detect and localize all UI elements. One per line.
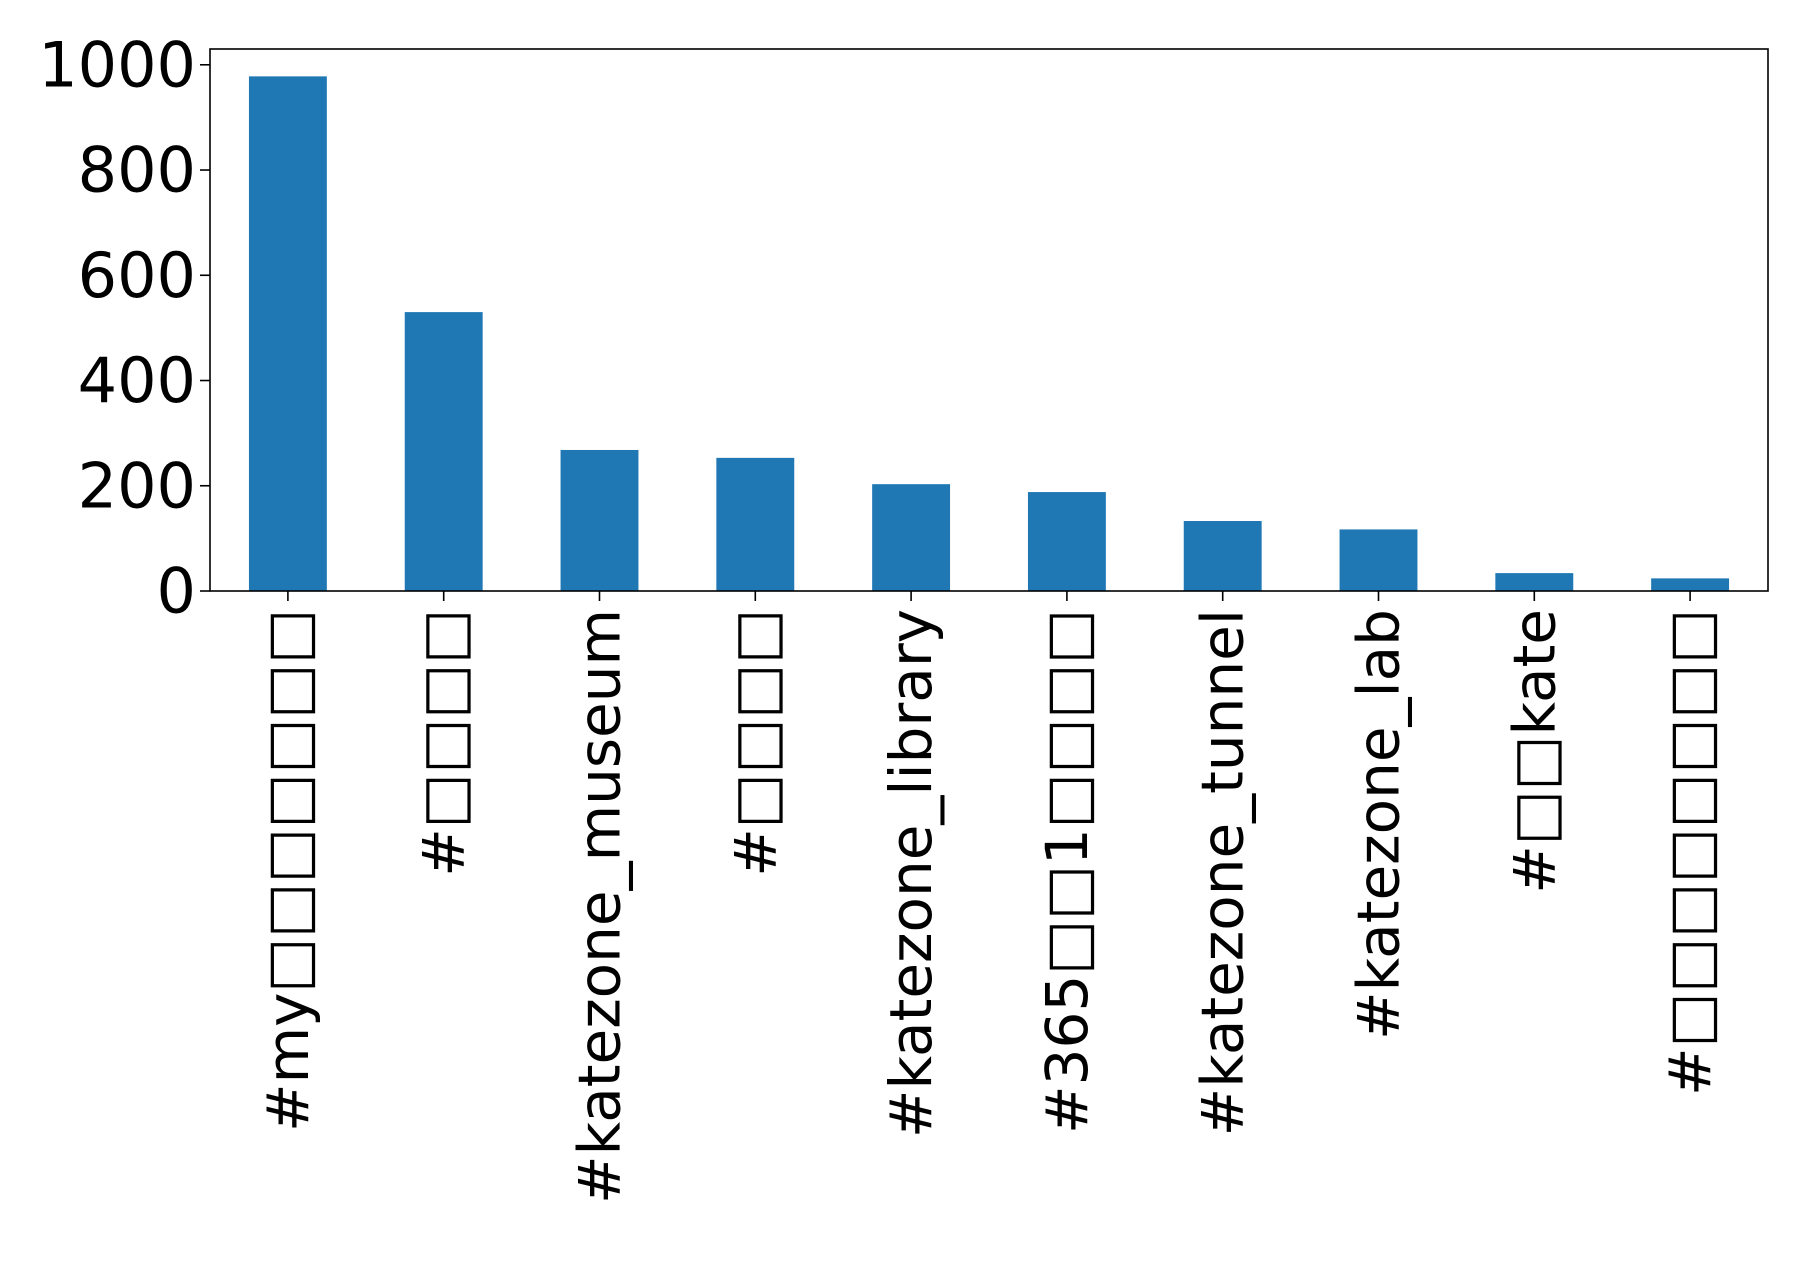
x-tick-label-9: #□□kate [1500, 609, 1568, 894]
y-axis: 0 200 400 600 800 1000 [38, 28, 210, 628]
bar-3 [560, 449, 639, 591]
x-tick-label-4: #□□□□ [721, 609, 789, 877]
bar-8 [1339, 529, 1418, 591]
y-tick-label-2: 200 [78, 449, 196, 522]
x-tick-label-10: #□□□□□□□□ [1656, 609, 1724, 1096]
bar-2 [404, 312, 483, 591]
x-tick-label-2: #□□□□ [410, 609, 478, 877]
bar-9 [1495, 573, 1574, 591]
bar-5 [872, 484, 951, 591]
x-tick-label-6: #365□□1□□□□ [1033, 609, 1101, 1134]
bar-4 [716, 457, 795, 591]
x-tick-label-5: #katezone_library [877, 609, 945, 1138]
x-axis: #my□□□□□□□ #□□□□ #katezone_museum #□□□□ #kat… [254, 591, 1724, 1204]
y-tick-label-6: 1000 [38, 28, 196, 101]
bar-7 [1183, 521, 1262, 591]
y-tick-label-5: 800 [78, 134, 196, 207]
bar-1 [248, 76, 327, 592]
x-tick-label-1: #my□□□□□□□ [254, 609, 322, 1132]
bar-6 [1027, 492, 1106, 591]
bar-10 [1651, 578, 1730, 591]
x-tick-label-7: #katezone_tunnel [1189, 609, 1257, 1136]
y-tick-label-3: 400 [78, 344, 196, 417]
y-tick-label-1: 0 [157, 555, 196, 628]
x-tick-label-8: #katezone_lab [1345, 609, 1413, 1040]
plot-frame [209, 48, 1769, 592]
y-tick-label-4: 600 [78, 239, 196, 312]
x-tick-label-3: #katezone_museum [566, 609, 634, 1204]
bars-group [248, 76, 1730, 592]
